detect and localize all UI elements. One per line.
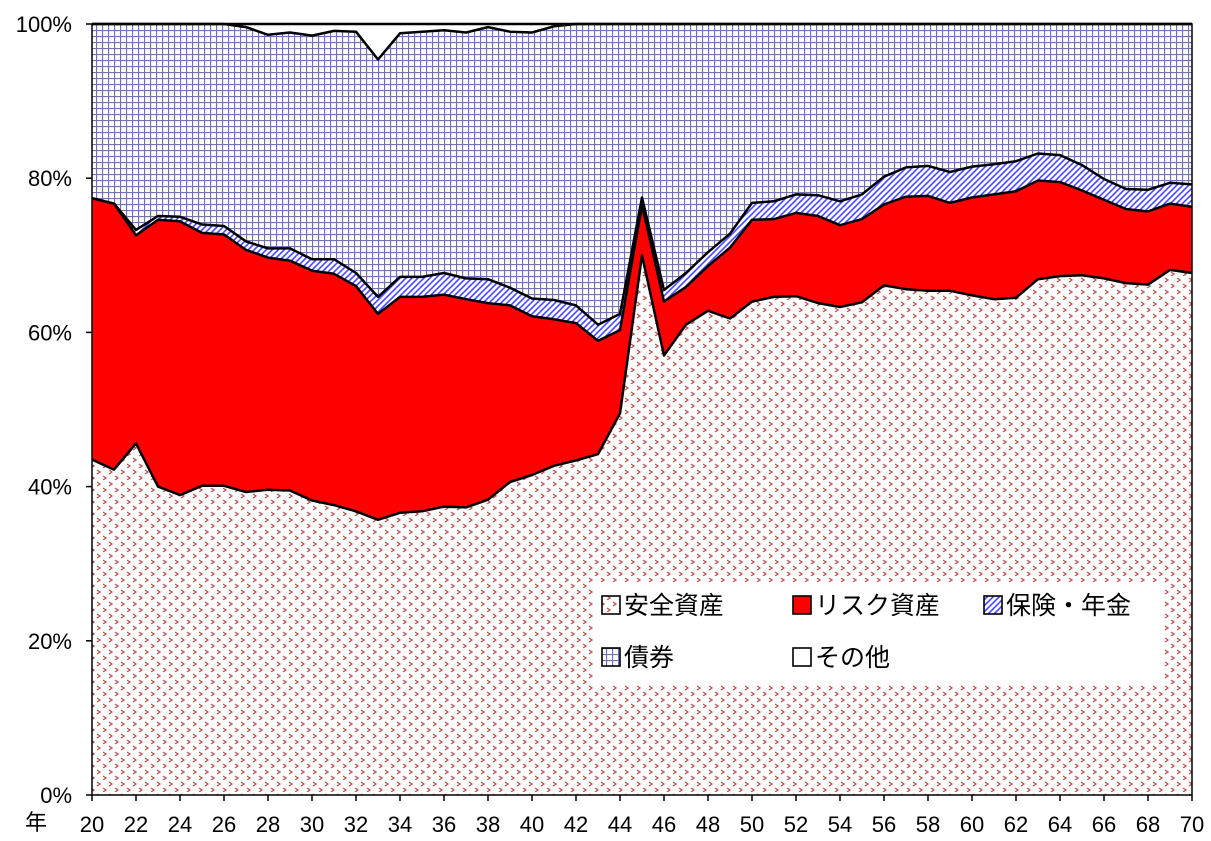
x-tick-label: 48 bbox=[696, 812, 720, 837]
legend-label: 債券 bbox=[624, 643, 674, 672]
x-tick-label: 60 bbox=[960, 812, 984, 837]
x-tick-label: 36 bbox=[432, 812, 456, 837]
x-tick-label: 28 bbox=[256, 812, 280, 837]
area-other bbox=[92, 24, 1192, 60]
plot-frame bbox=[91, 23, 1193, 796]
x-tick-label: 46 bbox=[652, 812, 676, 837]
x-tick-label: 56 bbox=[872, 812, 896, 837]
area-bonds bbox=[92, 24, 1192, 325]
x-tick-label: 32 bbox=[344, 812, 368, 837]
y-tick-label: 20% bbox=[28, 629, 72, 654]
x-tick-label: 26 bbox=[212, 812, 236, 837]
x-tick-label: 20 bbox=[80, 812, 104, 837]
legend-swatch bbox=[601, 595, 621, 615]
x-tick-label: 66 bbox=[1092, 812, 1116, 837]
legend-swatch bbox=[792, 647, 812, 667]
x-axis-label: 年 bbox=[25, 810, 47, 835]
legend-swatch bbox=[983, 595, 1003, 615]
x-tick-label: 34 bbox=[388, 812, 412, 837]
x-tick-label: 58 bbox=[916, 812, 940, 837]
series-boundary-line bbox=[91, 254, 1193, 522]
y-tick-label: 100% bbox=[16, 12, 72, 37]
y-tick-label: 0% bbox=[40, 783, 72, 808]
legend-label: その他 bbox=[815, 643, 890, 672]
x-tick-label: 24 bbox=[168, 812, 192, 837]
y-tick-label: 60% bbox=[28, 320, 72, 345]
y-tick-label: 40% bbox=[28, 475, 72, 500]
legend-box bbox=[594, 582, 1164, 684]
legend-label: リスク資産 bbox=[815, 591, 940, 620]
area-insurance-pension bbox=[92, 153, 1192, 341]
series-boundary-line bbox=[91, 152, 1193, 326]
x-tick-label: 42 bbox=[564, 812, 588, 837]
x-tick-label: 52 bbox=[784, 812, 808, 837]
x-tick-label: 22 bbox=[124, 812, 148, 837]
legend-swatch bbox=[792, 595, 812, 615]
x-tick-label: 62 bbox=[1004, 812, 1028, 837]
y-tick-label: 80% bbox=[28, 166, 72, 191]
x-tick-label: 54 bbox=[828, 812, 852, 837]
series-boundary-line bbox=[91, 179, 1193, 343]
x-tick-label: 70 bbox=[1180, 812, 1204, 837]
x-tick-label: 64 bbox=[1048, 812, 1072, 837]
area-risk-assets bbox=[92, 180, 1192, 520]
axes: 0% 20% 40% 60% 80% 100% 20 22 24 26 28 30 32 34 36 38 40… bbox=[16, 12, 1205, 837]
legend-label: 保険・年金 bbox=[1006, 591, 1131, 620]
x-tick-label: 40 bbox=[520, 812, 544, 837]
x-tick-label: 44 bbox=[608, 812, 632, 837]
x-tick-label: 50 bbox=[740, 812, 764, 837]
legend-swatch bbox=[601, 647, 621, 667]
x-tick-label: 30 bbox=[300, 812, 324, 837]
legend-label: 安全資産 bbox=[624, 591, 724, 620]
x-tick-label: 68 bbox=[1136, 812, 1160, 837]
x-tick-label: 38 bbox=[476, 812, 500, 837]
